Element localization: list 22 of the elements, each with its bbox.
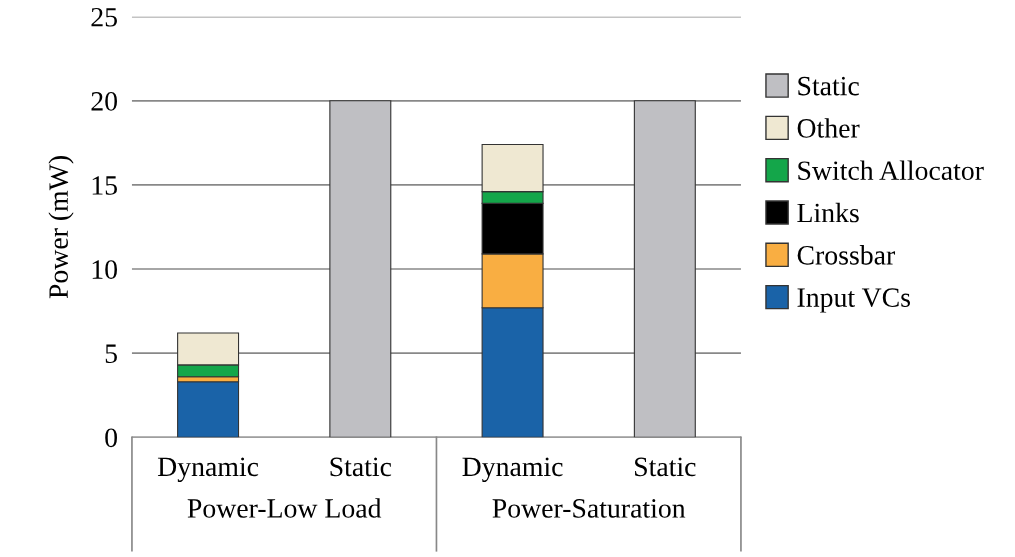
legend-label: Static [798, 76, 859, 96]
legend-label: Switch Allocator [798, 160, 984, 181]
legend-label: Other [797, 118, 860, 138]
bar [329, 100, 392, 438]
y-axis-title: Power (mW) [48, 156, 74, 299]
y-tick-label: 0 [105, 428, 117, 448]
text: Power-Saturation [492, 499, 686, 518]
y-tick-label: 15 [92, 176, 117, 195]
y-tick-label: 10 [92, 260, 117, 279]
x-tick-label: Dynamic [157, 457, 259, 482]
x-tick-label: Static [635, 457, 696, 477]
text: Power-Low Load [187, 498, 382, 518]
y-tick-label: 5 [105, 344, 117, 364]
x-tick-label: Static [330, 457, 392, 477]
y-tick-label: 25 [91, 7, 117, 27]
bar [177, 381, 240, 438]
legend-label: Input VCs [797, 288, 910, 313]
legend-label: Crossbar [797, 245, 896, 265]
x-tick-label: Dynamic [462, 457, 563, 482]
y-tick-label: 20 [91, 91, 117, 111]
bar [633, 100, 696, 438]
legend-label: Links [797, 202, 859, 223]
